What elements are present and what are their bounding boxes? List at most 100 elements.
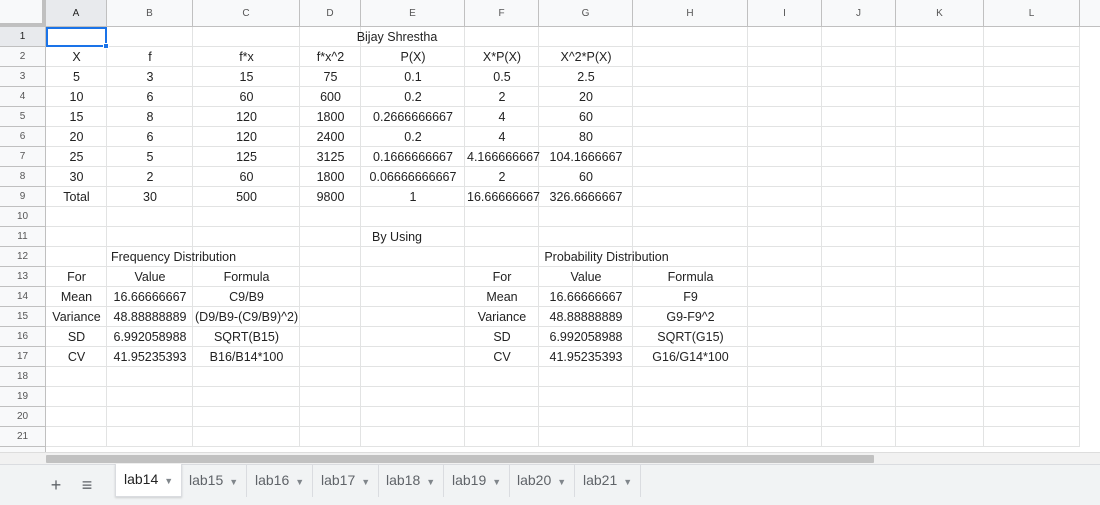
grid-cell[interactable] bbox=[633, 347, 748, 367]
grid-cell[interactable] bbox=[107, 427, 193, 447]
sheet-tab-lab18[interactable]: lab18 ▼ bbox=[378, 465, 445, 497]
grid-cell[interactable] bbox=[193, 67, 300, 87]
grid-cell[interactable] bbox=[748, 107, 822, 127]
grid-cell[interactable] bbox=[300, 147, 361, 167]
grid-cell[interactable] bbox=[465, 207, 539, 227]
grid-cell[interactable] bbox=[46, 67, 107, 87]
grid-cell[interactable] bbox=[300, 127, 361, 147]
grid-cell[interactable] bbox=[361, 207, 465, 227]
grid-cell[interactable] bbox=[107, 287, 193, 307]
grid-cell[interactable] bbox=[539, 27, 633, 47]
grid-cell[interactable] bbox=[633, 427, 748, 447]
grid-cell[interactable] bbox=[300, 227, 361, 247]
column-header-l[interactable]: L bbox=[984, 0, 1080, 27]
grid-cell[interactable] bbox=[539, 87, 633, 107]
grid-cell[interactable] bbox=[984, 327, 1080, 347]
grid-cell[interactable] bbox=[896, 387, 984, 407]
grid-cell[interactable] bbox=[465, 147, 539, 167]
sheet-tab-lab16[interactable]: lab16 ▼ bbox=[247, 465, 314, 497]
grid-cell[interactable] bbox=[896, 27, 984, 47]
grid-cell[interactable] bbox=[748, 407, 822, 427]
grid-cell[interactable] bbox=[465, 187, 539, 207]
grid-cell[interactable] bbox=[465, 307, 539, 327]
grid-cell[interactable] bbox=[46, 247, 107, 267]
grid-cell[interactable] bbox=[465, 327, 539, 347]
grid-cell[interactable] bbox=[193, 387, 300, 407]
grid-cell[interactable] bbox=[633, 187, 748, 207]
grid-cell[interactable] bbox=[822, 147, 896, 167]
grid-cell[interactable] bbox=[984, 167, 1080, 187]
fill-handle[interactable] bbox=[103, 43, 109, 49]
grid-cell[interactable] bbox=[107, 247, 193, 267]
grid-cell[interactable] bbox=[984, 307, 1080, 327]
grid-cell[interactable] bbox=[633, 167, 748, 187]
row-header-12[interactable]: 12 bbox=[0, 247, 46, 267]
grid-cell[interactable] bbox=[748, 427, 822, 447]
grid-cell[interactable] bbox=[633, 227, 748, 247]
grid-cell[interactable] bbox=[107, 167, 193, 187]
grid-cell[interactable] bbox=[633, 127, 748, 147]
grid-cell[interactable] bbox=[46, 47, 107, 67]
grid-cell[interactable] bbox=[748, 47, 822, 67]
grid-cell[interactable] bbox=[539, 167, 633, 187]
grid-cell[interactable] bbox=[193, 87, 300, 107]
grid-cell[interactable] bbox=[984, 127, 1080, 147]
grid-cell[interactable] bbox=[107, 67, 193, 87]
grid-cell[interactable] bbox=[633, 267, 748, 287]
grid-cell[interactable] bbox=[46, 147, 107, 167]
grid-cell[interactable] bbox=[633, 307, 748, 327]
grid-cell[interactable] bbox=[748, 367, 822, 387]
grid-cell[interactable] bbox=[633, 387, 748, 407]
grid-cell[interactable] bbox=[361, 427, 465, 447]
grid-cell[interactable] bbox=[107, 307, 193, 327]
grid-cell[interactable] bbox=[984, 87, 1080, 107]
grid-cell[interactable] bbox=[633, 367, 748, 387]
grid-cell[interactable] bbox=[822, 387, 896, 407]
grid-cell[interactable] bbox=[465, 67, 539, 87]
grid-cell[interactable] bbox=[361, 347, 465, 367]
grid-cell[interactable] bbox=[46, 267, 107, 287]
grid-cell[interactable] bbox=[633, 27, 748, 47]
grid-cell[interactable] bbox=[107, 207, 193, 227]
grid-cell[interactable] bbox=[984, 207, 1080, 227]
grid-cell[interactable] bbox=[361, 227, 465, 247]
grid-cell[interactable] bbox=[984, 67, 1080, 87]
grid-cell[interactable] bbox=[300, 267, 361, 287]
grid-cell[interactable] bbox=[748, 227, 822, 247]
grid-cell[interactable] bbox=[984, 47, 1080, 67]
cell-selection-a1[interactable] bbox=[46, 27, 109, 49]
row-header-19[interactable]: 19 bbox=[0, 387, 46, 407]
row-header-7[interactable]: 7 bbox=[0, 147, 46, 167]
sheet-tab-lab15[interactable]: lab15 ▼ bbox=[181, 465, 248, 497]
grid-cell[interactable] bbox=[46, 327, 107, 347]
grid-cell[interactable] bbox=[822, 127, 896, 147]
grid-cell[interactable] bbox=[539, 347, 633, 367]
grid-cell[interactable] bbox=[984, 27, 1080, 47]
grid-cell[interactable] bbox=[361, 167, 465, 187]
grid-cell[interactable] bbox=[465, 27, 539, 47]
grid-cell[interactable] bbox=[361, 267, 465, 287]
grid-cell[interactable] bbox=[361, 107, 465, 127]
row-header-3[interactable]: 3 bbox=[0, 67, 46, 87]
grid-cell[interactable] bbox=[361, 47, 465, 67]
row-header-9[interactable]: 9 bbox=[0, 187, 46, 207]
dropdown-arrow-icon[interactable]: ▼ bbox=[361, 477, 371, 487]
grid-cell[interactable] bbox=[633, 207, 748, 227]
grid-cell[interactable] bbox=[896, 167, 984, 187]
grid-cell[interactable] bbox=[984, 267, 1080, 287]
grid-cell[interactable] bbox=[896, 227, 984, 247]
sheet-list-icon[interactable]: ≡ bbox=[81, 475, 93, 495]
dropdown-arrow-icon[interactable]: ▼ bbox=[492, 477, 502, 487]
grid-cell[interactable] bbox=[193, 247, 300, 267]
grid-cell[interactable] bbox=[984, 347, 1080, 367]
grid-cell[interactable] bbox=[822, 367, 896, 387]
grid-cell[interactable] bbox=[465, 287, 539, 307]
grid-cell[interactable] bbox=[193, 287, 300, 307]
grid-cell[interactable] bbox=[984, 107, 1080, 127]
grid-cell[interactable] bbox=[465, 227, 539, 247]
grid-cell[interactable] bbox=[300, 327, 361, 347]
grid-cell[interactable] bbox=[193, 367, 300, 387]
grid-cell[interactable] bbox=[361, 327, 465, 347]
select-all-corner[interactable] bbox=[0, 0, 46, 27]
grid-cell[interactable] bbox=[748, 327, 822, 347]
